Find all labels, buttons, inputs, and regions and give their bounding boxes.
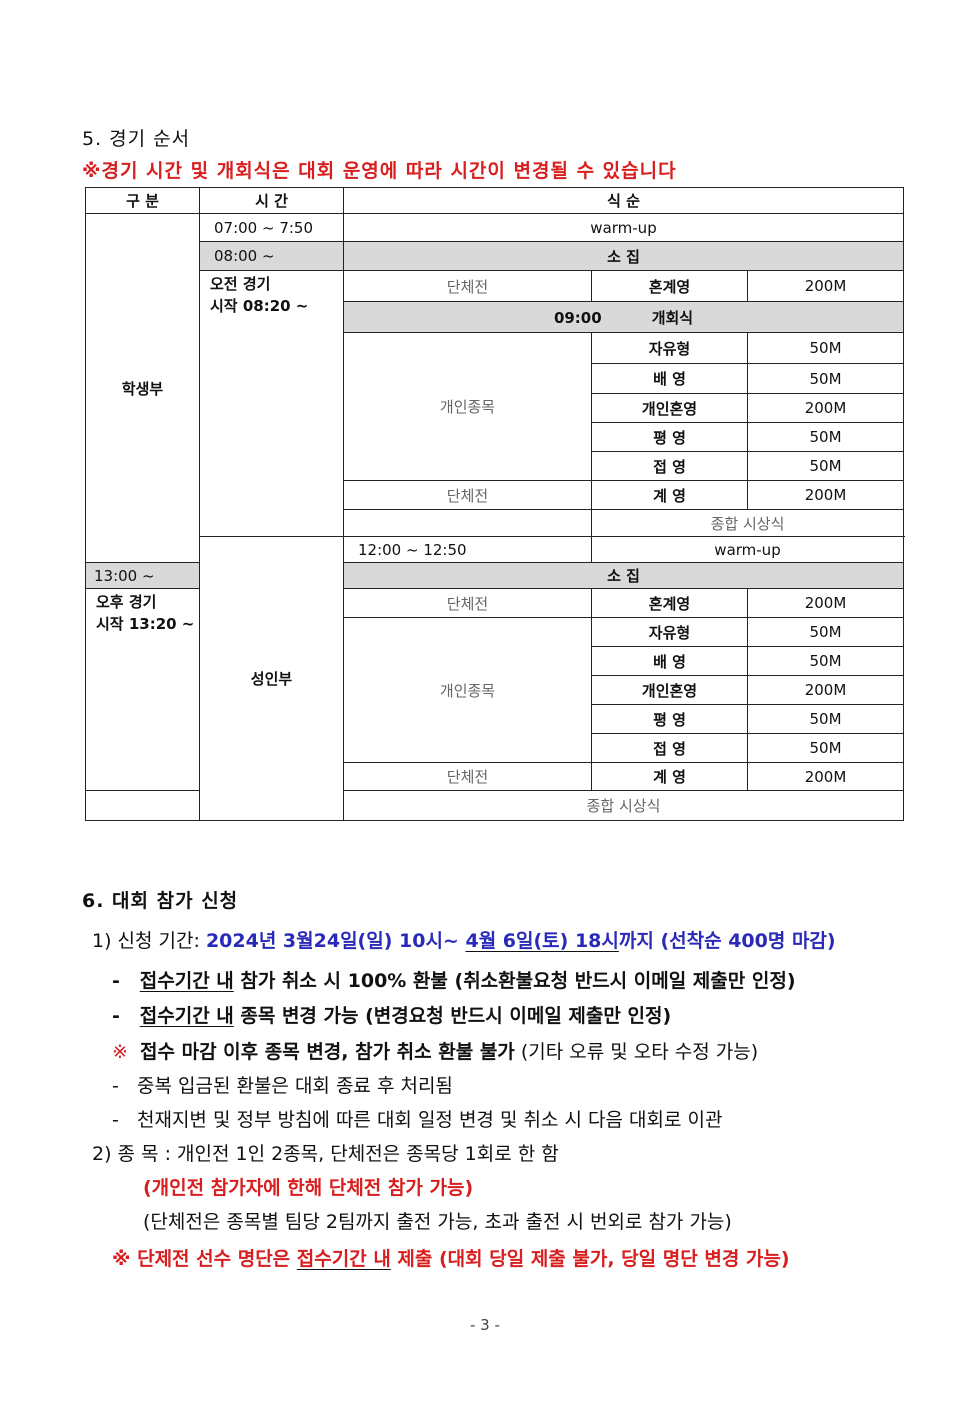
distance: 50M bbox=[746, 451, 905, 481]
assembly: 소 집 bbox=[342, 562, 905, 589]
empty-cell bbox=[85, 790, 200, 821]
event: 개인혼영 bbox=[591, 675, 748, 705]
bullet-refund: - 접수기간 내 참가 취소 시 100% 환불 (취소환불요청 반드시 이메일… bbox=[112, 966, 796, 993]
header-group: 구 분 bbox=[85, 187, 200, 214]
event: 접 영 bbox=[591, 733, 748, 763]
distance: 50M bbox=[746, 363, 905, 394]
distance: 200M bbox=[746, 675, 905, 705]
distance: 200M bbox=[746, 270, 905, 302]
category: 개인종목 bbox=[343, 332, 592, 481]
category: 단체전 bbox=[343, 270, 592, 302]
dash: - bbox=[112, 1005, 120, 1027]
empty-cell bbox=[343, 509, 592, 537]
schedule-table: 구 분 시 간 식 순 학생부 07:00 ~ 7:50 warm-up 08:… bbox=[85, 187, 905, 821]
assembly-time: 13:00 ~ bbox=[85, 562, 200, 589]
opening-label: 개회식 bbox=[651, 308, 694, 327]
distance: 200M bbox=[746, 588, 905, 618]
category: 단체전 bbox=[343, 588, 592, 618]
section-6-title: 6. 대회 참가 신청 bbox=[82, 890, 239, 912]
team-limit-note: (단체전은 종목별 팀당 2팀까지 출전 가능, 초과 출전 시 번외로 참가 … bbox=[143, 1211, 732, 1233]
bullet-disaster: - 천재지변 및 정부 방침에 따른 대회 일정 변경 및 취소 시 다음 대회… bbox=[112, 1105, 722, 1132]
period-start: 2024년 3월24일(일) 10시~ bbox=[205, 930, 466, 952]
event: 혼계영 bbox=[591, 270, 748, 302]
award-ceremony: 종합 시상식 bbox=[590, 509, 905, 537]
event: 자유형 bbox=[591, 332, 748, 364]
event: 계 영 bbox=[591, 480, 748, 510]
application-period: 1) 신청 기간: 2024년 3월24일(일) 10시~ 4월 6일(토) 1… bbox=[92, 926, 836, 953]
category: 단체전 bbox=[343, 480, 592, 510]
distance: 50M bbox=[746, 646, 905, 676]
warmup-time: 12:00 ~ 12:50 bbox=[343, 536, 592, 563]
bullet-text: 종목 변경 가능 (변경요청 반드시 이메일 제출만 인정) bbox=[233, 1005, 672, 1027]
section-5-title: 5. 경기 순서 bbox=[82, 128, 191, 150]
distance: 50M bbox=[746, 733, 905, 763]
event: 평 영 bbox=[591, 704, 748, 734]
assembly-time: 08:00 ~ bbox=[199, 241, 344, 271]
table-header: 구 분 시 간 식 순 bbox=[85, 187, 905, 214]
group-student: 학생부 bbox=[85, 213, 200, 563]
distance: 200M bbox=[746, 480, 905, 510]
warmup: warm-up bbox=[342, 213, 905, 242]
bullet-text: (기타 오류 및 오타 수정 가능) bbox=[514, 1041, 759, 1063]
distance: 50M bbox=[746, 332, 905, 364]
category: 개인종목 bbox=[343, 617, 592, 763]
underlined-text: 접수기간 내 bbox=[139, 1005, 234, 1027]
distance: 200M bbox=[746, 393, 905, 423]
event: 평 영 bbox=[591, 422, 748, 452]
header-time: 시 간 bbox=[199, 187, 344, 214]
distance: 50M bbox=[746, 704, 905, 734]
events-rule: 2) 종 목 : 개인전 1인 2종목, 단체전은 종목당 1회로 한 함 bbox=[92, 1143, 559, 1165]
event: 개인혼영 bbox=[591, 393, 748, 423]
distance: 200M bbox=[746, 762, 905, 791]
header-program: 식 순 bbox=[342, 187, 905, 214]
assembly: 소 집 bbox=[342, 241, 905, 271]
event: 배 영 bbox=[591, 363, 748, 394]
award-ceremony: 종합 시상식 bbox=[342, 790, 905, 821]
bullet-duplicate: - 중복 입금된 환불은 대회 종료 후 처리됨 bbox=[112, 1071, 453, 1098]
period-note: 까지 (선착순 400명 마감) bbox=[618, 930, 836, 952]
notice-text: ※ 단제전 선수 명단은 bbox=[112, 1248, 297, 1270]
group-adult: 성인부 bbox=[199, 536, 344, 821]
warmup: warm-up bbox=[590, 536, 905, 563]
schedule-notice: ※경기 시간 및 개회식은 대회 운영에 따라 시간이 변경될 수 있습니다 bbox=[82, 160, 677, 182]
bullet-no-refund: ※ 접수 마감 이후 종목 변경, 참가 취소 환불 불가 (기타 오류 및 오… bbox=[112, 1037, 758, 1064]
distance: 50M bbox=[746, 617, 905, 647]
bullet-text: 중복 입금된 환불은 대회 종료 후 처리됨 bbox=[136, 1075, 453, 1097]
event: 접 영 bbox=[591, 451, 748, 481]
underlined-text: 접수기간 내 bbox=[296, 1248, 391, 1270]
team-eligibility: (개인전 참가자에 한해 단체전 참가 가능) bbox=[143, 1177, 474, 1199]
note-mark: ※ bbox=[112, 1041, 128, 1063]
period-label: 1) 신청 기간: bbox=[92, 930, 200, 952]
session-label: 오전 경기 bbox=[210, 275, 271, 293]
opening-time: 09:00 bbox=[553, 308, 602, 327]
page-number: - 3 - bbox=[470, 1316, 500, 1334]
distance: 50M bbox=[746, 422, 905, 452]
warmup-time: 07:00 ~ 7:50 bbox=[199, 213, 344, 242]
bullet-text: 천재지변 및 정부 방침에 따른 대회 일정 변경 및 취소 시 다음 대회로 … bbox=[136, 1109, 723, 1131]
session-start: 시작 08:20 ~ bbox=[210, 297, 309, 315]
bold-text: 접수 마감 이후 종목 변경, 참가 취소 환불 불가 bbox=[140, 1041, 515, 1063]
session-label: 오후 경기 bbox=[96, 593, 157, 611]
event: 자유형 bbox=[591, 617, 748, 647]
dash: - bbox=[112, 1109, 119, 1131]
period-end: 4월 6일(토) 18시 bbox=[465, 930, 619, 952]
event: 배 영 bbox=[591, 646, 748, 676]
underlined-text: 접수기간 내 bbox=[139, 970, 234, 992]
session-start: 시작 13:20 ~ bbox=[96, 615, 195, 633]
notice-text: 제출 (대회 당일 제출 불가, 당일 명단 변경 가능) bbox=[390, 1248, 790, 1270]
category: 단체전 bbox=[343, 762, 592, 791]
event: 계 영 bbox=[591, 762, 748, 791]
bullet-text: 참가 취소 시 100% 환불 (취소환불요청 반드시 이메일 제출만 인정) bbox=[233, 970, 796, 992]
opening-ceremony: 09:00 개회식 bbox=[342, 301, 905, 333]
bullet-change: - 접수기간 내 종목 변경 가능 (변경요청 반드시 이메일 제출만 인정) bbox=[112, 1001, 671, 1028]
dash: - bbox=[112, 970, 120, 992]
dash: - bbox=[112, 1075, 119, 1097]
event: 혼계영 bbox=[591, 588, 748, 618]
roster-notice: ※ 단제전 선수 명단은 접수기간 내 제출 (대회 당일 제출 불가, 당일 … bbox=[112, 1244, 790, 1271]
